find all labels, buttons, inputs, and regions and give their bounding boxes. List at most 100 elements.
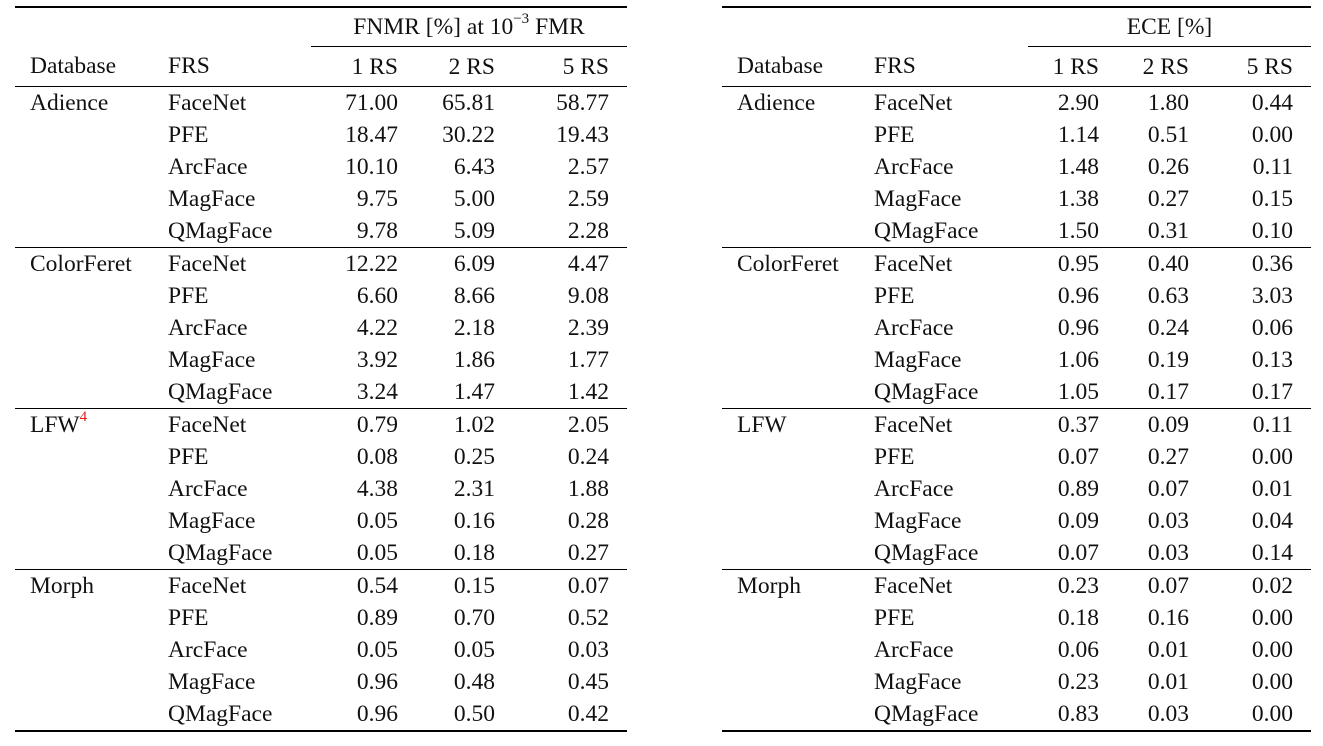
value-2rs: 0.01 [1147, 669, 1189, 695]
empty-cell [722, 312, 874, 344]
table-row: Morph FaceNet 0.54 0.15 0.07 [15, 569, 627, 602]
table-row: ArcFace 0.05 0.05 0.03 [15, 634, 627, 666]
value-5rs: 1.88 [567, 476, 609, 502]
value-5rs: 0.14 [1251, 540, 1293, 566]
empty-cell [15, 666, 168, 698]
value-5rs: 2.57 [567, 154, 609, 180]
value-2rs: 0.15 [416, 569, 513, 602]
frs-name: PFE [874, 444, 915, 470]
table-row: Morph FaceNet 0.23 0.07 0.02 [722, 569, 1311, 602]
empty-cell [722, 602, 874, 634]
value-5rs: 0.42 [567, 701, 609, 727]
value-5rs: 0.00 [1251, 637, 1293, 663]
value-2rs: 6.09 [416, 247, 513, 280]
value-2rs: 0.40 [1117, 247, 1207, 280]
ece-table-body: Adience FaceNet 2.90 1.80 0.44 PFE 1.14 0.51 0.0… [722, 86, 1311, 732]
value-2rs: 2.31 [453, 476, 495, 502]
empty-cell [722, 119, 874, 151]
table-row: ArcFace 0.89 0.07 0.01 [722, 473, 1311, 505]
value-2rs: 5.00 [453, 186, 495, 212]
value-5rs: 2.05 [513, 408, 627, 441]
empty-cell [15, 183, 168, 215]
table-row: ArcFace 10.10 6.43 2.57 [15, 151, 627, 183]
value-2rs: 0.19 [1147, 347, 1189, 373]
value-5rs: 0.06 [1251, 315, 1293, 341]
table-row: QMagFace 1.50 0.31 0.10 [722, 215, 1311, 248]
value-1rs: 0.23 [1057, 669, 1099, 695]
value-5rs: 3.03 [1251, 283, 1293, 309]
value-1rs: 0.54 [311, 569, 416, 602]
frs-name: PFE [168, 444, 209, 470]
value-2rs: 0.48 [453, 669, 495, 695]
value-1rs: 6.60 [356, 283, 398, 309]
table-row: MagFace 0.09 0.03 0.04 [722, 505, 1311, 537]
database-name: ColorFeret [15, 247, 168, 280]
frs-name: MagFace [874, 186, 962, 212]
empty-cell [722, 441, 874, 473]
table-row: Adience FaceNet 71.00 65.81 58.77 [15, 86, 627, 119]
value-1rs: 0.23 [1028, 569, 1117, 602]
value-1rs: 4.22 [356, 315, 398, 341]
value-2rs: 0.03 [1147, 508, 1189, 534]
value-1rs: 0.83 [1057, 701, 1099, 727]
value-1rs: 0.07 [1057, 444, 1099, 470]
value-2rs: 0.51 [1147, 122, 1189, 148]
fnmr-table: FNMR [%] at 10−3 FMR Database FRS 1 RS 2… [15, 6, 627, 733]
table-row: Adience FaceNet 2.90 1.80 0.44 [722, 86, 1311, 119]
frs-name: FaceNet [874, 247, 1028, 280]
value-1rs: 9.75 [356, 186, 398, 212]
fnmr-group-header: FNMR [%] at 10−3 FMR [311, 8, 627, 47]
frs-name: ArcFace [168, 476, 248, 502]
value-5rs: 0.52 [567, 605, 609, 631]
table-row: PFE 0.96 0.63 3.03 [722, 280, 1311, 312]
column-header-frs: FRS [874, 53, 916, 80]
value-1rs: 0.05 [356, 540, 398, 566]
empty-cell [722, 537, 874, 570]
table-row: MagFace 3.92 1.86 1.77 [15, 344, 627, 376]
empty-cell [722, 634, 874, 666]
value-5rs: 4.47 [513, 247, 627, 280]
empty-cell [15, 602, 168, 634]
value-5rs: 0.07 [513, 569, 627, 602]
frs-name: PFE [168, 122, 209, 148]
empty-cell [15, 634, 168, 666]
frs-name: ArcFace [168, 154, 248, 180]
table-row: QMagFace 0.83 0.03 0.00 [722, 698, 1311, 731]
value-5rs: 0.24 [567, 444, 609, 470]
database-name: Adience [15, 86, 168, 119]
empty-cell [15, 698, 168, 731]
value-1rs: 0.09 [1057, 508, 1099, 534]
value-2rs: 0.70 [453, 605, 495, 631]
frs-name: QMagFace [168, 701, 273, 727]
value-2rs: 0.25 [453, 444, 495, 470]
frs-name: PFE [168, 605, 209, 631]
value-5rs: 0.00 [1251, 122, 1293, 148]
value-2rs: 1.86 [453, 347, 495, 373]
table-row: ColorFeret FaceNet 12.22 6.09 4.47 [15, 247, 627, 280]
value-5rs: 0.00 [1251, 605, 1293, 631]
column-header-1rs: 1 RS [1052, 53, 1099, 80]
frs-name: QMagFace [874, 540, 979, 566]
value-2rs: 0.09 [1117, 408, 1207, 441]
value-1rs: 0.95 [1028, 247, 1117, 280]
table-row: MagFace 0.23 0.01 0.00 [722, 666, 1311, 698]
value-1rs: 12.22 [311, 247, 416, 280]
footnote-reference[interactable]: 4 [79, 409, 88, 426]
empty-cell [15, 119, 168, 151]
value-2rs: 6.43 [453, 154, 495, 180]
value-2rs: 65.81 [416, 86, 513, 119]
value-5rs: 0.11 [1207, 408, 1311, 441]
empty-cell [722, 344, 874, 376]
table-row: PFE 0.89 0.70 0.52 [15, 602, 627, 634]
frs-name: FaceNet [168, 247, 311, 280]
table-row: LFW4 FaceNet 0.79 1.02 2.05 [15, 408, 627, 441]
empty-cell [722, 215, 874, 248]
frs-name: ArcFace [874, 476, 954, 502]
value-1rs: 1.48 [1057, 154, 1099, 180]
table-row: QMagFace 0.07 0.03 0.14 [722, 537, 1311, 570]
value-2rs: 0.31 [1147, 218, 1189, 244]
table-row: QMagFace 0.96 0.50 0.42 [15, 698, 627, 731]
value-1rs: 1.14 [1057, 122, 1099, 148]
value-2rs: 0.07 [1117, 569, 1207, 602]
table-row: ArcFace 4.38 2.31 1.88 [15, 473, 627, 505]
